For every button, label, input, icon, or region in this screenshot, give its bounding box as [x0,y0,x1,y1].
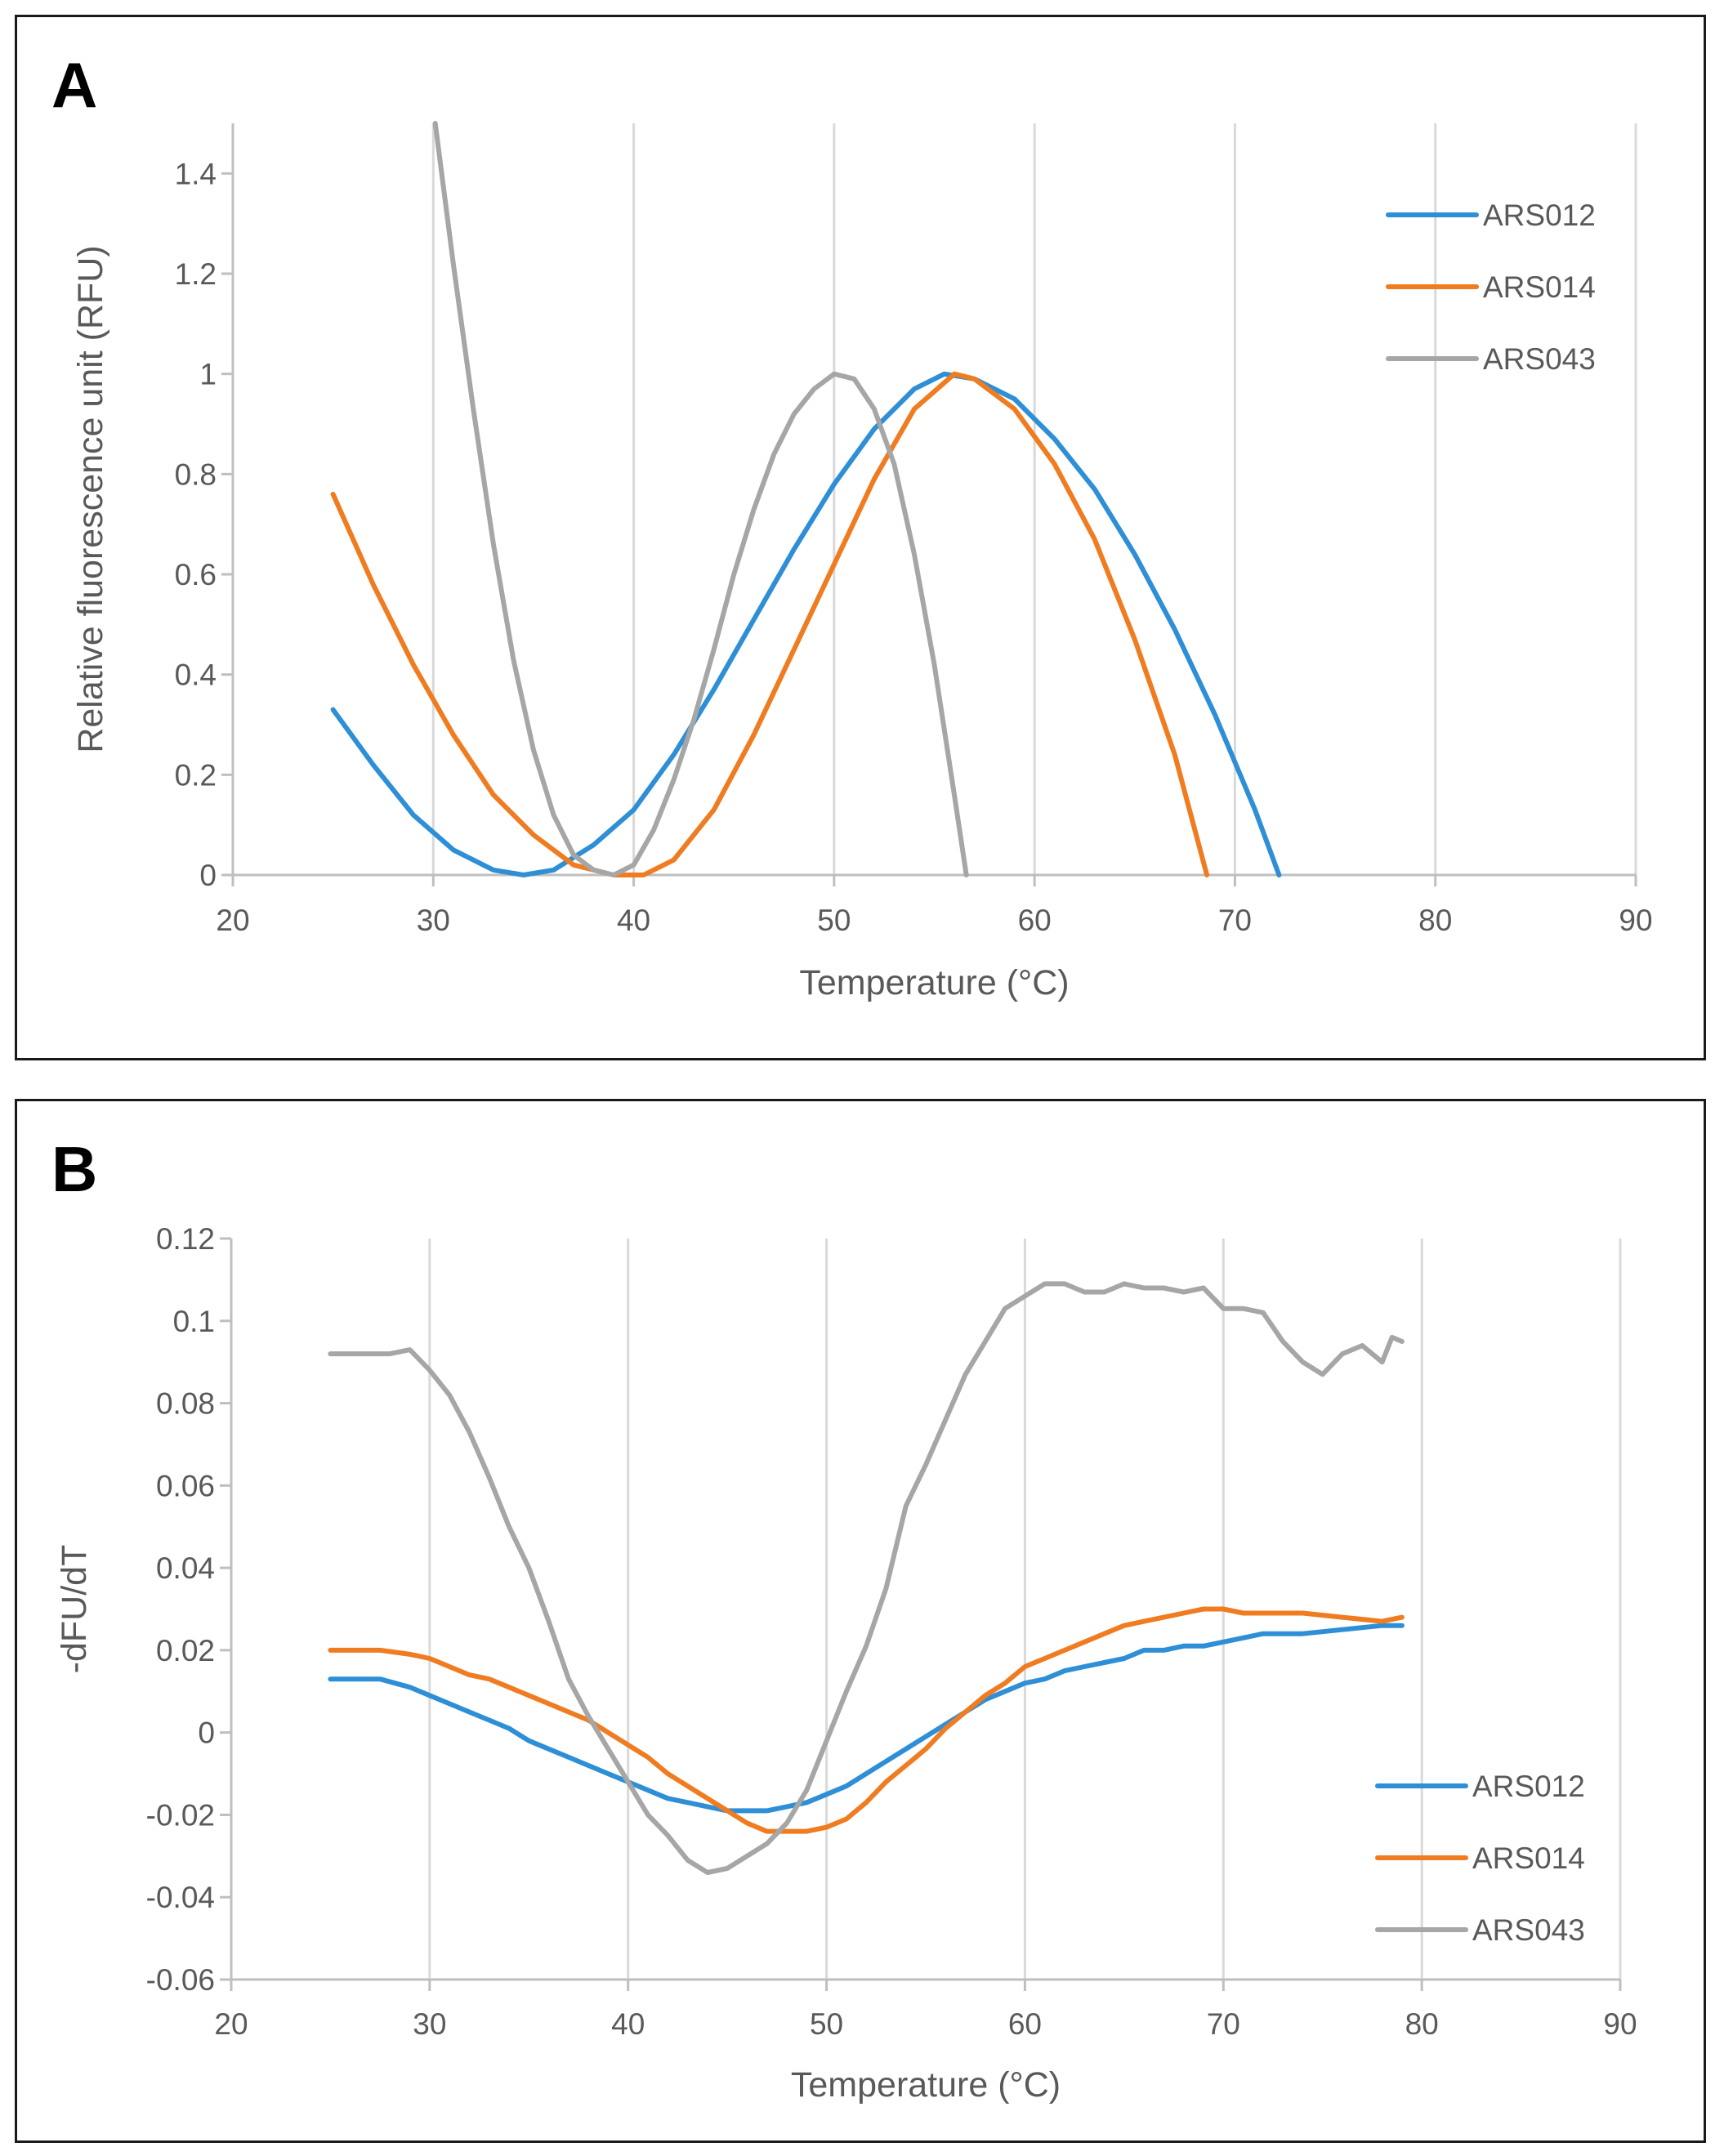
legend-label-ars014: ARS014 [1483,270,1596,304]
y-tick-label: 0.08 [156,1387,215,1421]
series-line-ars012 [328,1623,1405,1814]
chart-b: -0.06 -0.04 -0.02 0 0.02 0.04 0.06 0.08 0.1 0.12 2… [55,1222,1637,2105]
y-tick-label: 1 [199,358,217,391]
x-tick-label: 90 [1603,2007,1637,2041]
legend-label-ars012: ARS012 [1472,1770,1585,1803]
y-tick-label: 0.12 [156,1222,215,1256]
x-tick-label: 30 [417,904,450,937]
x-tick-label: 20 [216,904,249,937]
x-tick-label: 20 [214,2007,248,2041]
panel-label-b: B [51,1133,98,1205]
x-tick-label: 40 [617,904,650,937]
series-line-ars014 [328,1606,1405,1834]
x-tick-label: 50 [817,904,851,937]
x-tick-label: 50 [810,2007,843,2041]
y-tick-label: 0.2 [175,758,217,792]
series-line-ars012 [330,371,1282,877]
x-tick-label: 70 [1218,904,1252,937]
panel-a: A 0 0.2 0.4 0.6 0.8 1 1.2 1.4 20 30 40 50 60 70 80 90 Te… [15,15,1706,1060]
x-tick-label: 70 [1207,2007,1240,2041]
x-tick-label: 60 [1008,2007,1042,2041]
series-line-ars014 [330,371,1210,877]
y-tick-label: -0.02 [146,1798,215,1832]
y-tick-label: 0.04 [156,1551,215,1585]
legend-label-ars014: ARS014 [1472,1841,1585,1875]
x-tick-label: 80 [1405,2007,1439,2041]
panel-label-a: A [51,49,98,121]
series-line-ars043 [432,121,969,877]
y-tick-label: 0.8 [175,458,217,491]
x-axis-title: Temperature (°C) [799,963,1069,1002]
chart-a: 0 0.2 0.4 0.6 0.8 1 1.2 1.4 20 30 40 50 60 70 80 90 Temp… [71,121,1653,1002]
y-tick-label: 0 [198,1716,215,1750]
y-axis-title: Relative fluorescence unit (RFU) [71,245,110,752]
legend-label-ars043: ARS043 [1483,342,1596,376]
y-tick-label: 0 [199,859,217,892]
panel-b: B -0.06 -0.04 -0.02 0 0.02 0.04 0.06 0.08 0.1 0.1… [15,1099,1706,2143]
y-tick-label: 0.1 [173,1305,215,1338]
x-tick-label: 60 [1018,904,1052,937]
y-tick-label: -0.06 [146,1963,215,1997]
y-tick-label: 1.4 [175,157,217,190]
legend-label-ars012: ARS012 [1483,199,1596,232]
x-tick-label: 30 [413,2007,446,2041]
y-axis-title: -dFU/dT [55,1545,94,1674]
y-tick-label: 0.06 [156,1469,215,1502]
legend-label-ars043: ARS043 [1472,1913,1585,1947]
y-tick-label: 0.6 [175,558,217,591]
x-tick-label: 40 [611,2007,645,2041]
y-tick-label: -0.04 [146,1881,215,1914]
y-tick-label: 1.2 [175,257,217,291]
y-tick-label: 0.02 [156,1634,215,1667]
y-tick-label: 0.4 [175,658,217,692]
x-tick-label: 80 [1418,904,1452,937]
x-tick-label: 90 [1619,904,1652,937]
series-line-ars043 [328,1281,1405,1875]
x-axis-title: Temperature (°C) [791,2065,1061,2105]
